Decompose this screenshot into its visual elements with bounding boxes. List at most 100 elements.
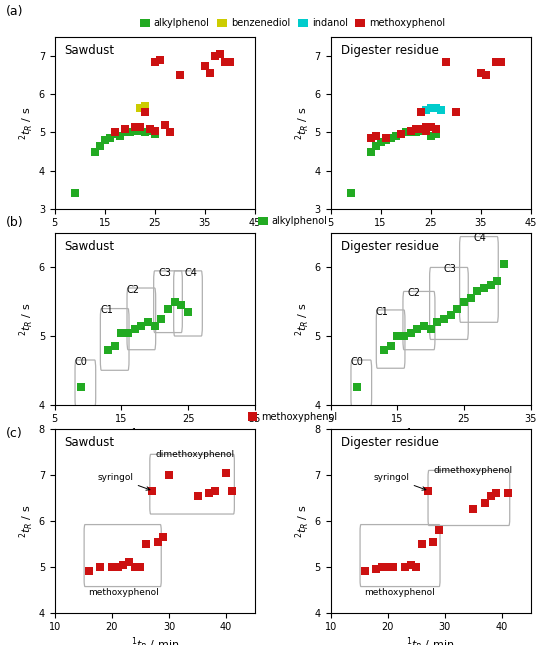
Point: [96, 562, 105, 572]
Point: [429, 537, 438, 547]
Text: C0: C0: [351, 357, 364, 367]
Point: [420, 321, 428, 331]
Point: [164, 303, 172, 313]
Point: [451, 106, 460, 117]
Point: [421, 122, 430, 132]
Point: [146, 125, 154, 135]
Y-axis label: $^2t_R$ / s: $^2t_R$ / s: [18, 504, 36, 538]
Point: [110, 127, 119, 137]
Point: [193, 490, 202, 501]
Point: [416, 123, 425, 134]
Point: [130, 125, 139, 135]
Point: [381, 135, 390, 145]
Point: [480, 497, 489, 508]
Point: [175, 70, 184, 81]
Point: [140, 127, 149, 137]
Point: [469, 504, 478, 515]
Point: [146, 123, 154, 134]
Point: [389, 562, 398, 572]
Point: [148, 486, 156, 496]
Point: [346, 188, 355, 199]
Point: [85, 566, 94, 577]
Point: [228, 486, 236, 496]
Point: [77, 382, 86, 393]
Point: [435, 525, 444, 535]
X-axis label: $^1t_R$ / min: $^1t_R$ / min: [406, 427, 455, 446]
Point: [135, 103, 144, 113]
Point: [155, 55, 164, 65]
Point: [110, 341, 119, 352]
Point: [103, 344, 112, 355]
Point: [377, 562, 386, 572]
Legend: alkylphenol: alkylphenol: [254, 212, 331, 230]
Point: [486, 279, 495, 290]
Point: [381, 133, 390, 143]
Point: [216, 49, 224, 59]
Point: [371, 141, 380, 151]
Text: C1: C1: [100, 306, 113, 315]
Point: [120, 123, 129, 134]
Y-axis label: $^2t_R$ / s: $^2t_R$ / s: [18, 302, 36, 335]
Point: [433, 317, 441, 328]
Y-axis label: $^2t_R$ / s: $^2t_R$ / s: [294, 302, 312, 335]
Point: [184, 307, 193, 317]
Point: [115, 131, 124, 141]
Point: [421, 125, 430, 135]
Point: [400, 562, 409, 572]
Point: [150, 125, 159, 135]
Point: [453, 303, 462, 313]
Point: [421, 125, 430, 135]
Point: [200, 61, 209, 71]
Point: [492, 488, 501, 499]
Point: [431, 129, 440, 139]
Point: [418, 539, 427, 549]
Point: [496, 57, 505, 67]
Point: [110, 129, 119, 139]
Point: [113, 562, 122, 572]
Point: [142, 539, 150, 549]
Point: [391, 131, 400, 141]
Point: [372, 564, 381, 574]
Point: [473, 286, 482, 297]
Point: [406, 125, 415, 135]
Point: [396, 129, 405, 139]
Point: [170, 297, 179, 307]
Point: [95, 141, 104, 151]
Point: [416, 123, 425, 134]
Point: [144, 317, 153, 328]
Point: [100, 135, 109, 145]
Text: C0: C0: [75, 357, 88, 367]
Point: [106, 133, 114, 143]
Y-axis label: $^2t_R$ / s: $^2t_R$ / s: [294, 106, 312, 140]
Point: [426, 324, 435, 334]
Text: dimethoxyphenol: dimethoxyphenol: [155, 450, 234, 459]
Text: methoxyphenol: methoxyphenol: [364, 588, 434, 597]
X-axis label: $^1t_R$ / min: $^1t_R$ / min: [131, 231, 179, 250]
Point: [401, 127, 410, 137]
Point: [125, 127, 134, 137]
Point: [376, 137, 385, 147]
Point: [383, 562, 392, 572]
Point: [120, 127, 129, 137]
Text: C4: C4: [474, 233, 487, 243]
Point: [366, 146, 375, 157]
Point: [440, 313, 449, 324]
Point: [421, 122, 430, 132]
Point: [386, 341, 395, 352]
Point: [386, 133, 395, 143]
Text: C3: C3: [158, 268, 171, 278]
Text: Sawdust: Sawdust: [65, 437, 115, 450]
Text: syringol: syringol: [374, 473, 426, 490]
Point: [150, 129, 159, 139]
Point: [406, 328, 415, 338]
Point: [380, 344, 388, 355]
Point: [71, 188, 79, 199]
Point: [399, 331, 408, 341]
Point: [406, 559, 415, 570]
Point: [205, 488, 213, 499]
Point: [411, 127, 420, 137]
Text: (c): (c): [5, 427, 22, 440]
Point: [205, 68, 214, 79]
Point: [140, 106, 149, 117]
Text: syringol: syringol: [97, 473, 150, 490]
